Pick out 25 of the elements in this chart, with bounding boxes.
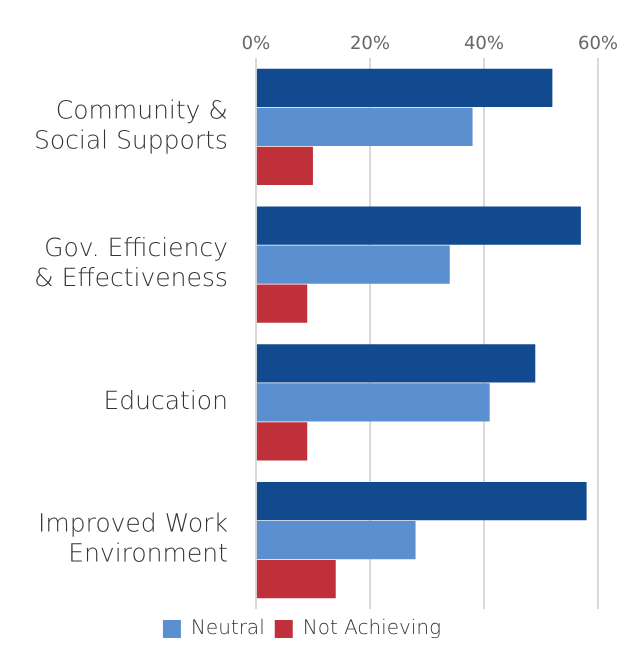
bar	[256, 344, 536, 382]
category-label: Improved Work	[38, 508, 228, 538]
x-tick-label: 0%	[242, 32, 270, 54]
x-tick-label: 40%	[464, 32, 504, 54]
category-label: Environment	[68, 538, 228, 568]
bar	[256, 383, 490, 422]
bar	[256, 521, 416, 560]
category-label: Community &	[56, 95, 228, 124]
bar	[256, 560, 336, 598]
x-tick-label: 60%	[578, 32, 618, 54]
bar	[256, 68, 552, 107]
category-label: Gov. Efficiency	[44, 233, 228, 262]
category-label: Social Supports	[34, 125, 228, 154]
category-label: Education	[103, 386, 228, 415]
bar	[256, 206, 581, 245]
category-label: & Effectiveness	[34, 263, 228, 292]
legend-label: Neutral	[190, 615, 265, 640]
bar	[256, 284, 308, 323]
bar	[256, 422, 308, 461]
legend-label: Not Achieving	[302, 615, 442, 640]
bar	[256, 108, 473, 146]
bar	[256, 246, 450, 284]
bar	[256, 146, 313, 186]
bar	[256, 482, 587, 520]
x-tick-label: 20%	[350, 32, 390, 54]
